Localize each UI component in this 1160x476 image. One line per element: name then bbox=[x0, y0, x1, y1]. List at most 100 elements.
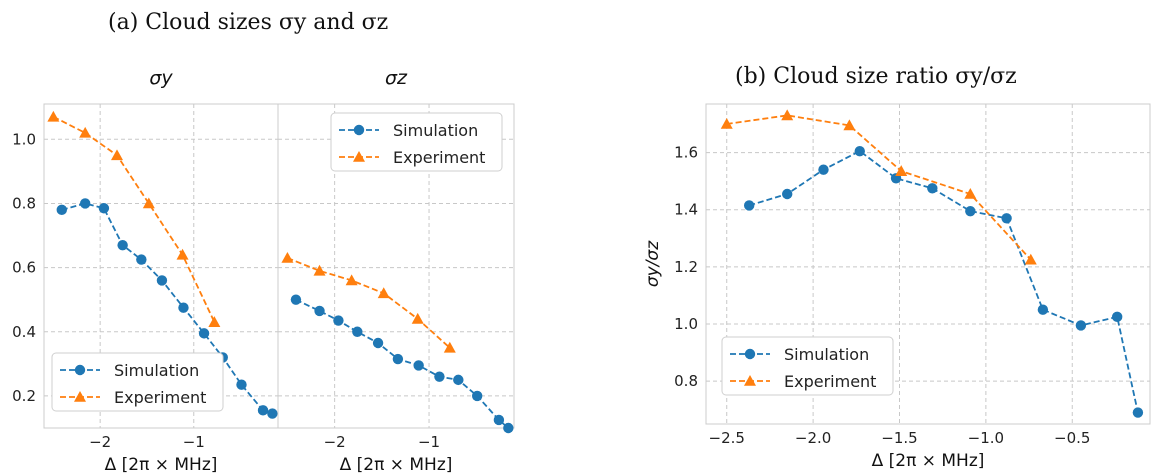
legend-marker-experiment bbox=[744, 375, 756, 386]
legend-label-experiment: Experiment bbox=[393, 148, 485, 167]
figure-title-a: (a) Cloud sizes σy and σz bbox=[108, 10, 389, 35]
x-axis-label: Δ [2π × MHz] bbox=[340, 455, 453, 475]
data-point-simulation bbox=[98, 203, 110, 214]
y-tick-label: 0.8 bbox=[12, 194, 36, 212]
series-line-simulation bbox=[748, 150, 1139, 413]
x-tick-label: −1.0 bbox=[968, 429, 1004, 447]
legend: Simulation Experiment bbox=[330, 112, 503, 172]
series-line-experiment bbox=[52, 115, 216, 323]
data-point-simulation bbox=[493, 414, 505, 426]
y-tick-label: 0.2 bbox=[12, 387, 36, 405]
legend-marker-simulation bbox=[74, 364, 86, 376]
y-tick-label: 1.2 bbox=[674, 258, 698, 276]
data-point-simulation bbox=[503, 422, 514, 434]
data-point-simulation bbox=[818, 164, 829, 175]
x-tick-label: −2 bbox=[324, 433, 346, 451]
legend-label-simulation: Simulation bbox=[784, 345, 869, 364]
x-tick-label: −2.5 bbox=[709, 429, 745, 447]
data-point-simulation bbox=[178, 302, 189, 313]
data-point-simulation bbox=[56, 204, 67, 216]
data-point-experiment bbox=[781, 109, 794, 121]
data-point-simulation bbox=[1111, 311, 1123, 323]
data-point-simulation bbox=[1132, 407, 1144, 418]
y-tick-label: 0.8 bbox=[674, 372, 698, 390]
y-tick-label: 0.4 bbox=[12, 323, 36, 341]
data-point-experiment bbox=[895, 165, 908, 176]
legend: Simulation Experiment bbox=[721, 336, 894, 396]
y-tick-label: 1.0 bbox=[674, 315, 698, 333]
legend-box bbox=[330, 112, 503, 172]
figure-title-b: (b) Cloud size ratio σy/σz bbox=[735, 64, 1017, 89]
x-axis-label: Δ [2π × MHz] bbox=[872, 451, 985, 471]
data-point-experiment bbox=[411, 312, 424, 324]
x-tick-label: −1.5 bbox=[881, 429, 917, 447]
x-tick-label: −1 bbox=[183, 433, 205, 451]
y-axis-label: σy/σz bbox=[643, 240, 663, 287]
data-point-simulation bbox=[854, 145, 865, 157]
data-point-experiment bbox=[47, 110, 60, 122]
data-point-simulation bbox=[117, 239, 128, 251]
data-point-simulation bbox=[136, 254, 147, 265]
data-point-simulation bbox=[471, 390, 483, 402]
legend-label-simulation: Simulation bbox=[114, 361, 199, 380]
legend-label-experiment: Experiment bbox=[114, 388, 206, 407]
data-point-simulation bbox=[79, 198, 91, 209]
legend: Simulation Experiment bbox=[51, 352, 224, 412]
data-point-experiment bbox=[443, 341, 456, 353]
chart-panel-1: −2 −1 0.2 0.4 0.6 0.8 1.0 σy Δ [2π × MHz] Simulat… bbox=[12, 67, 279, 475]
data-point-experiment bbox=[208, 316, 221, 327]
data-point-simulation bbox=[927, 183, 938, 194]
data-point-experiment bbox=[720, 118, 733, 129]
series-line-simulation bbox=[295, 298, 509, 429]
data-point-experiment bbox=[964, 188, 977, 199]
y-tick-label: 0.6 bbox=[12, 259, 36, 277]
data-point-simulation bbox=[257, 405, 269, 416]
data-point-simulation bbox=[290, 294, 302, 305]
y-tick-label: 1.6 bbox=[674, 144, 698, 162]
legend-marker-experiment bbox=[353, 151, 365, 162]
data-point-simulation bbox=[965, 205, 976, 217]
y-tick-label: 1.0 bbox=[12, 130, 36, 148]
data-point-simulation bbox=[333, 315, 344, 326]
data-point-simulation bbox=[236, 379, 247, 390]
data-point-simulation bbox=[198, 328, 210, 339]
data-point-experiment bbox=[313, 264, 326, 276]
x-tick-label: −0.5 bbox=[1054, 429, 1090, 447]
data-point-simulation bbox=[372, 337, 384, 349]
x-tick-label: −2 bbox=[89, 433, 111, 451]
legend-marker-simulation bbox=[744, 348, 756, 360]
y-tick-label: 1.4 bbox=[674, 201, 698, 219]
x-tick-label: −2.0 bbox=[795, 429, 831, 447]
axes-frame bbox=[705, 103, 1151, 425]
legend-label-experiment: Experiment bbox=[784, 372, 876, 391]
series-line-experiment bbox=[726, 114, 1032, 261]
data-point-simulation bbox=[743, 200, 755, 211]
data-point-simulation bbox=[781, 188, 793, 200]
legend-box bbox=[721, 336, 894, 396]
data-point-simulation bbox=[314, 305, 325, 317]
data-point-simulation bbox=[434, 371, 445, 382]
legend-marker-experiment bbox=[74, 391, 86, 402]
data-point-experiment bbox=[377, 287, 390, 299]
data-point-simulation bbox=[267, 408, 278, 419]
legend-box bbox=[51, 352, 224, 412]
data-point-experiment bbox=[345, 274, 358, 286]
data-point-simulation bbox=[1037, 304, 1049, 315]
data-point-experiment bbox=[111, 149, 124, 161]
x-tick-label: −1 bbox=[418, 433, 440, 451]
data-point-simulation bbox=[413, 360, 424, 371]
data-point-experiment bbox=[1024, 253, 1037, 265]
chart-panel-3: −2.5 −2.0 −1.5 −1.0 −0.5 0.8 1.0 1.2 1.4 1.6 Δ [2π… bbox=[643, 103, 1151, 471]
data-point-experiment bbox=[843, 119, 856, 131]
data-point-experiment bbox=[176, 248, 189, 260]
legend-marker-simulation bbox=[353, 124, 365, 136]
data-point-experiment bbox=[79, 126, 92, 138]
data-point-experiment bbox=[281, 251, 294, 263]
legend-label-simulation: Simulation bbox=[393, 121, 478, 140]
data-point-simulation bbox=[1075, 320, 1087, 331]
x-axis-label: Δ [2π × MHz] bbox=[105, 455, 218, 475]
data-point-simulation bbox=[392, 353, 404, 365]
chart-panel-2: −2 −1 σz Δ [2π × MHz] Simulation Experiment bbox=[277, 67, 515, 475]
panel-title: σz bbox=[385, 67, 408, 89]
